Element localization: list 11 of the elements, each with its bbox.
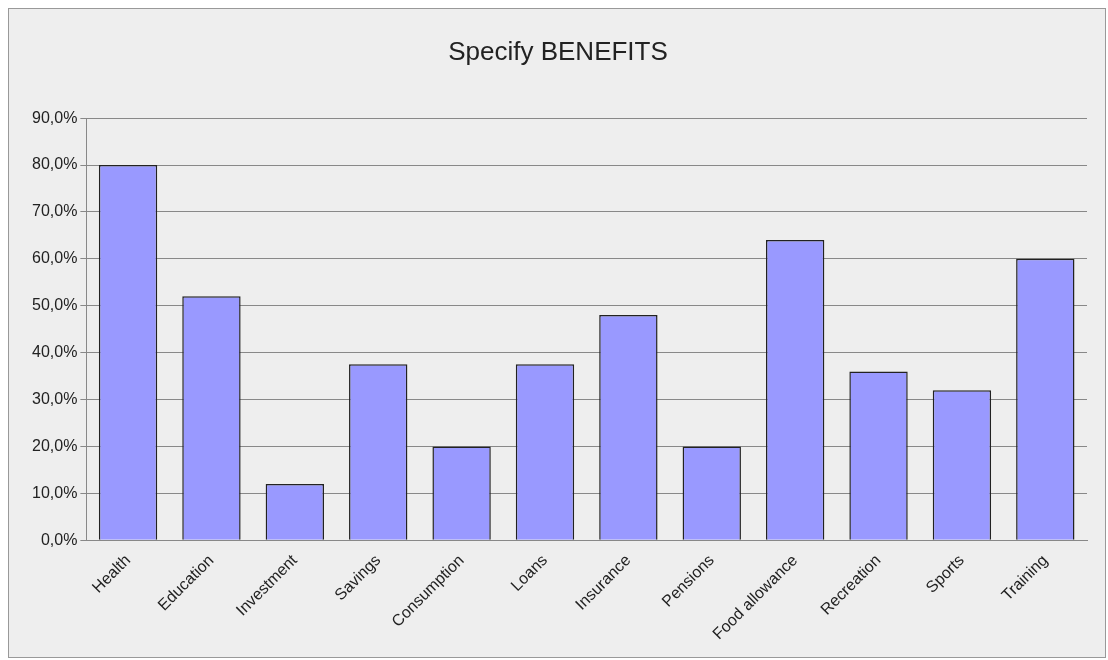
y-tick-label: 0,0% <box>40 530 78 548</box>
y-tick-label: 20,0% <box>31 436 78 454</box>
y-tick-label: 30,0% <box>31 389 78 407</box>
chart-title: Specify BENEFITS <box>448 35 668 66</box>
y-tick-label: 90,0% <box>31 108 78 126</box>
y-tick-label: 50,0% <box>31 296 78 314</box>
y-tick-label: 60,0% <box>31 249 78 267</box>
y-tick-label: 10,0% <box>31 483 78 501</box>
y-tick-label: 70,0% <box>31 202 78 220</box>
y-tick-label: 40,0% <box>31 343 78 361</box>
y-tick-label: 80,0% <box>31 155 78 173</box>
